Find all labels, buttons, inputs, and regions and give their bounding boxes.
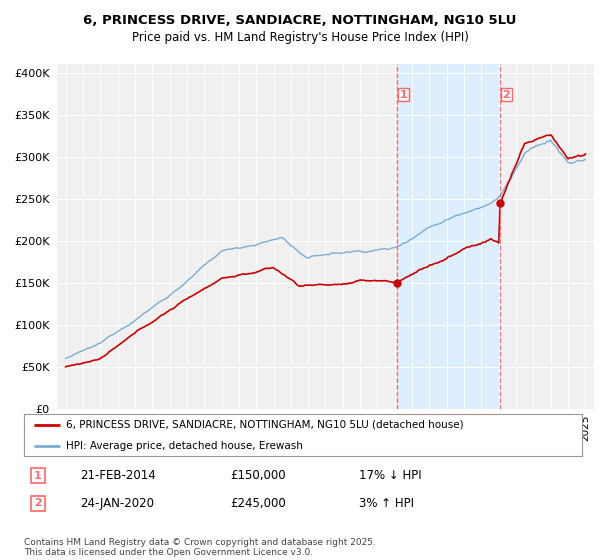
Bar: [397, 64, 500, 409]
Text: Price paid vs. HM Land Registry's House Price Index (HPI): Price paid vs. HM Land Registry's House …: [131, 31, 469, 44]
Text: 17% ↓ HPI: 17% ↓ HPI: [359, 469, 421, 482]
Text: 24-JAN-2020: 24-JAN-2020: [80, 497, 154, 510]
Text: 2: 2: [34, 498, 42, 508]
Text: 6, PRINCESS DRIVE, SANDIACRE, NOTTINGHAM, NG10 5LU: 6, PRINCESS DRIVE, SANDIACRE, NOTTINGHAM…: [83, 14, 517, 27]
Text: Contains HM Land Registry data © Crown copyright and database right 2025.
This d: Contains HM Land Registry data © Crown c…: [24, 538, 376, 557]
Text: £245,000: £245,000: [230, 497, 286, 510]
Text: 3% ↑ HPI: 3% ↑ HPI: [359, 497, 414, 510]
Text: £150,000: £150,000: [230, 469, 286, 482]
Text: 1: 1: [34, 470, 42, 480]
Text: HPI: Average price, detached house, Erewash: HPI: Average price, detached house, Erew…: [66, 441, 303, 451]
Text: 2: 2: [503, 90, 510, 100]
Text: 21-FEB-2014: 21-FEB-2014: [80, 469, 155, 482]
Text: 1: 1: [400, 90, 407, 100]
Text: 6, PRINCESS DRIVE, SANDIACRE, NOTTINGHAM, NG10 5LU (detached house): 6, PRINCESS DRIVE, SANDIACRE, NOTTINGHAM…: [66, 420, 463, 430]
